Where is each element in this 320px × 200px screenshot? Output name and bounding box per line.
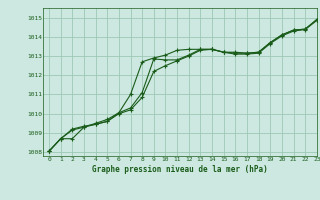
X-axis label: Graphe pression niveau de la mer (hPa): Graphe pression niveau de la mer (hPa) [92, 165, 268, 174]
